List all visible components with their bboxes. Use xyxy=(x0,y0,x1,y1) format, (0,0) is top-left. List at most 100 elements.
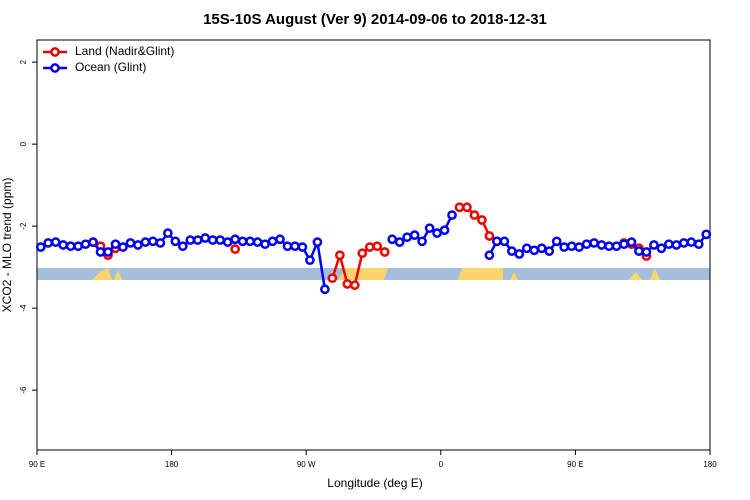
data-point xyxy=(95,247,106,257)
data-point xyxy=(275,234,285,245)
data-point xyxy=(409,230,420,241)
y-tick-label: 2 xyxy=(19,59,28,64)
data-point xyxy=(73,241,83,252)
data-point xyxy=(611,241,622,252)
data-point xyxy=(200,233,211,243)
x-tick-label: 180 xyxy=(165,460,179,469)
data-point xyxy=(664,239,674,250)
data-point xyxy=(678,238,689,248)
data-point xyxy=(574,242,584,252)
y-tick-label: -4 xyxy=(19,304,28,312)
data-point xyxy=(656,243,667,254)
data-point xyxy=(230,244,241,254)
data-point xyxy=(521,243,532,254)
data-point xyxy=(462,202,472,213)
data-point xyxy=(267,236,278,247)
land-mask xyxy=(92,268,660,280)
x-tick-label: 90 E xyxy=(29,460,45,469)
data-point xyxy=(43,238,54,248)
legend-marker xyxy=(50,63,60,73)
data-point xyxy=(290,241,300,252)
data-point xyxy=(163,228,173,238)
data-point xyxy=(417,236,427,247)
data-point xyxy=(148,236,158,247)
data-point xyxy=(349,280,360,291)
x-axis-label: Longitude (deg E) xyxy=(327,476,422,490)
y-tick-label: -2 xyxy=(19,222,28,230)
data-point xyxy=(424,223,435,234)
data-point xyxy=(260,239,270,250)
data-point xyxy=(237,236,248,247)
data-point xyxy=(596,240,607,250)
data-point xyxy=(312,237,323,247)
data-point xyxy=(686,237,697,247)
data-point xyxy=(432,228,442,238)
data-point xyxy=(484,250,495,261)
data-point xyxy=(477,215,487,225)
data-point xyxy=(379,247,390,257)
chart-title: 15S-10S August (Ver 9) 2014-09-06 to 201… xyxy=(203,11,547,28)
data-point xyxy=(581,239,592,250)
data-point xyxy=(65,241,76,252)
data-point xyxy=(447,210,457,220)
y-tick-label: 0 xyxy=(19,141,28,146)
data-point xyxy=(335,250,345,261)
data-point xyxy=(110,239,121,250)
data-point xyxy=(185,235,196,245)
data-point xyxy=(88,237,98,247)
data-point xyxy=(619,239,629,250)
data-point xyxy=(641,247,652,257)
data-point xyxy=(305,255,315,266)
data-point xyxy=(506,246,517,256)
data-point xyxy=(364,242,375,252)
data-point xyxy=(118,242,128,252)
data-point xyxy=(529,245,540,256)
x-tick-label: 90 E xyxy=(567,460,583,469)
data-point xyxy=(551,236,562,247)
data-point xyxy=(499,236,510,247)
data-point xyxy=(58,240,69,250)
data-point xyxy=(454,202,465,213)
x-tick-label: 90 W xyxy=(297,460,316,469)
data-point xyxy=(320,284,330,295)
data-point xyxy=(544,246,555,256)
data-point xyxy=(387,234,398,245)
data-point xyxy=(626,237,637,247)
legend-label: Ocean (Glint) xyxy=(75,60,146,74)
data-point xyxy=(170,236,181,247)
data-point xyxy=(222,237,233,247)
data-point xyxy=(671,240,682,250)
data-point xyxy=(192,235,203,245)
data-point xyxy=(215,235,226,245)
data-point xyxy=(140,237,151,247)
data-point xyxy=(103,247,113,257)
data-point xyxy=(357,248,368,259)
data-point xyxy=(230,234,241,245)
y-axis-label: XCO2 - MLO trend (ppm) xyxy=(0,178,14,313)
data-point xyxy=(484,231,495,241)
legend-label: Land (Nadir&Glint) xyxy=(75,44,174,58)
data-point xyxy=(604,241,614,252)
data-point xyxy=(559,242,570,252)
data-point xyxy=(402,232,412,243)
data-point xyxy=(245,236,255,247)
data-point xyxy=(514,249,525,259)
data-point xyxy=(701,229,712,240)
data-point xyxy=(133,240,143,250)
data-point xyxy=(492,236,502,247)
legend-marker xyxy=(50,47,60,57)
y-tick-label: -6 xyxy=(19,386,28,394)
data-point xyxy=(125,238,136,248)
data-point xyxy=(469,210,480,220)
data-point xyxy=(252,237,263,247)
data-point xyxy=(297,242,308,252)
data-point xyxy=(282,241,293,252)
data-point xyxy=(342,279,353,289)
data-point xyxy=(589,238,599,248)
x-tick-label: 180 xyxy=(703,460,717,469)
data-point xyxy=(649,240,659,250)
data-point xyxy=(372,241,383,252)
data-point xyxy=(536,243,547,254)
data-point xyxy=(634,246,644,256)
